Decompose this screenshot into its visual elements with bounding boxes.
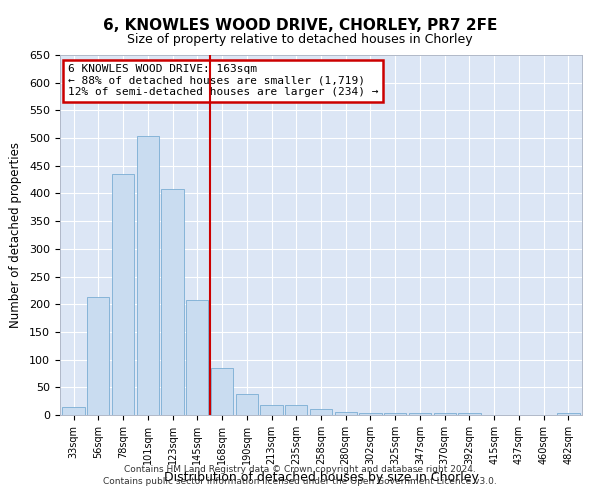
Bar [137,136,159,415]
Bar [557,413,580,415]
Text: 6 KNOWLES WOOD DRIVE: 163sqm
← 88% of detached houses are smaller (1,719)
12% of: 6 KNOWLES WOOD DRIVE: 163sqm ← 88% of de… [68,64,379,97]
Bar [186,300,208,415]
Text: 6, KNOWLES WOOD DRIVE, CHORLEY, PR7 2FE: 6, KNOWLES WOOD DRIVE, CHORLEY, PR7 2FE [103,18,497,32]
Text: Contains HM Land Registry data © Crown copyright and database right 2024.: Contains HM Land Registry data © Crown c… [124,466,476,474]
Bar [384,414,406,415]
Text: Size of property relative to detached houses in Chorley: Size of property relative to detached ho… [127,32,473,46]
Bar [260,405,283,415]
Bar [87,297,109,415]
Bar [211,368,233,415]
Bar [335,412,357,415]
Bar [359,414,382,415]
Bar [458,414,481,415]
Bar [409,414,431,415]
Bar [310,410,332,415]
Bar [161,189,184,415]
Bar [112,174,134,415]
Text: Contains public sector information licensed under the Open Government Licence v3: Contains public sector information licen… [103,477,497,486]
X-axis label: Distribution of detached houses by size in Chorley: Distribution of detached houses by size … [164,471,478,484]
Bar [236,394,258,415]
Bar [62,406,85,415]
Bar [434,414,456,415]
Y-axis label: Number of detached properties: Number of detached properties [9,142,22,328]
Bar [285,405,307,415]
